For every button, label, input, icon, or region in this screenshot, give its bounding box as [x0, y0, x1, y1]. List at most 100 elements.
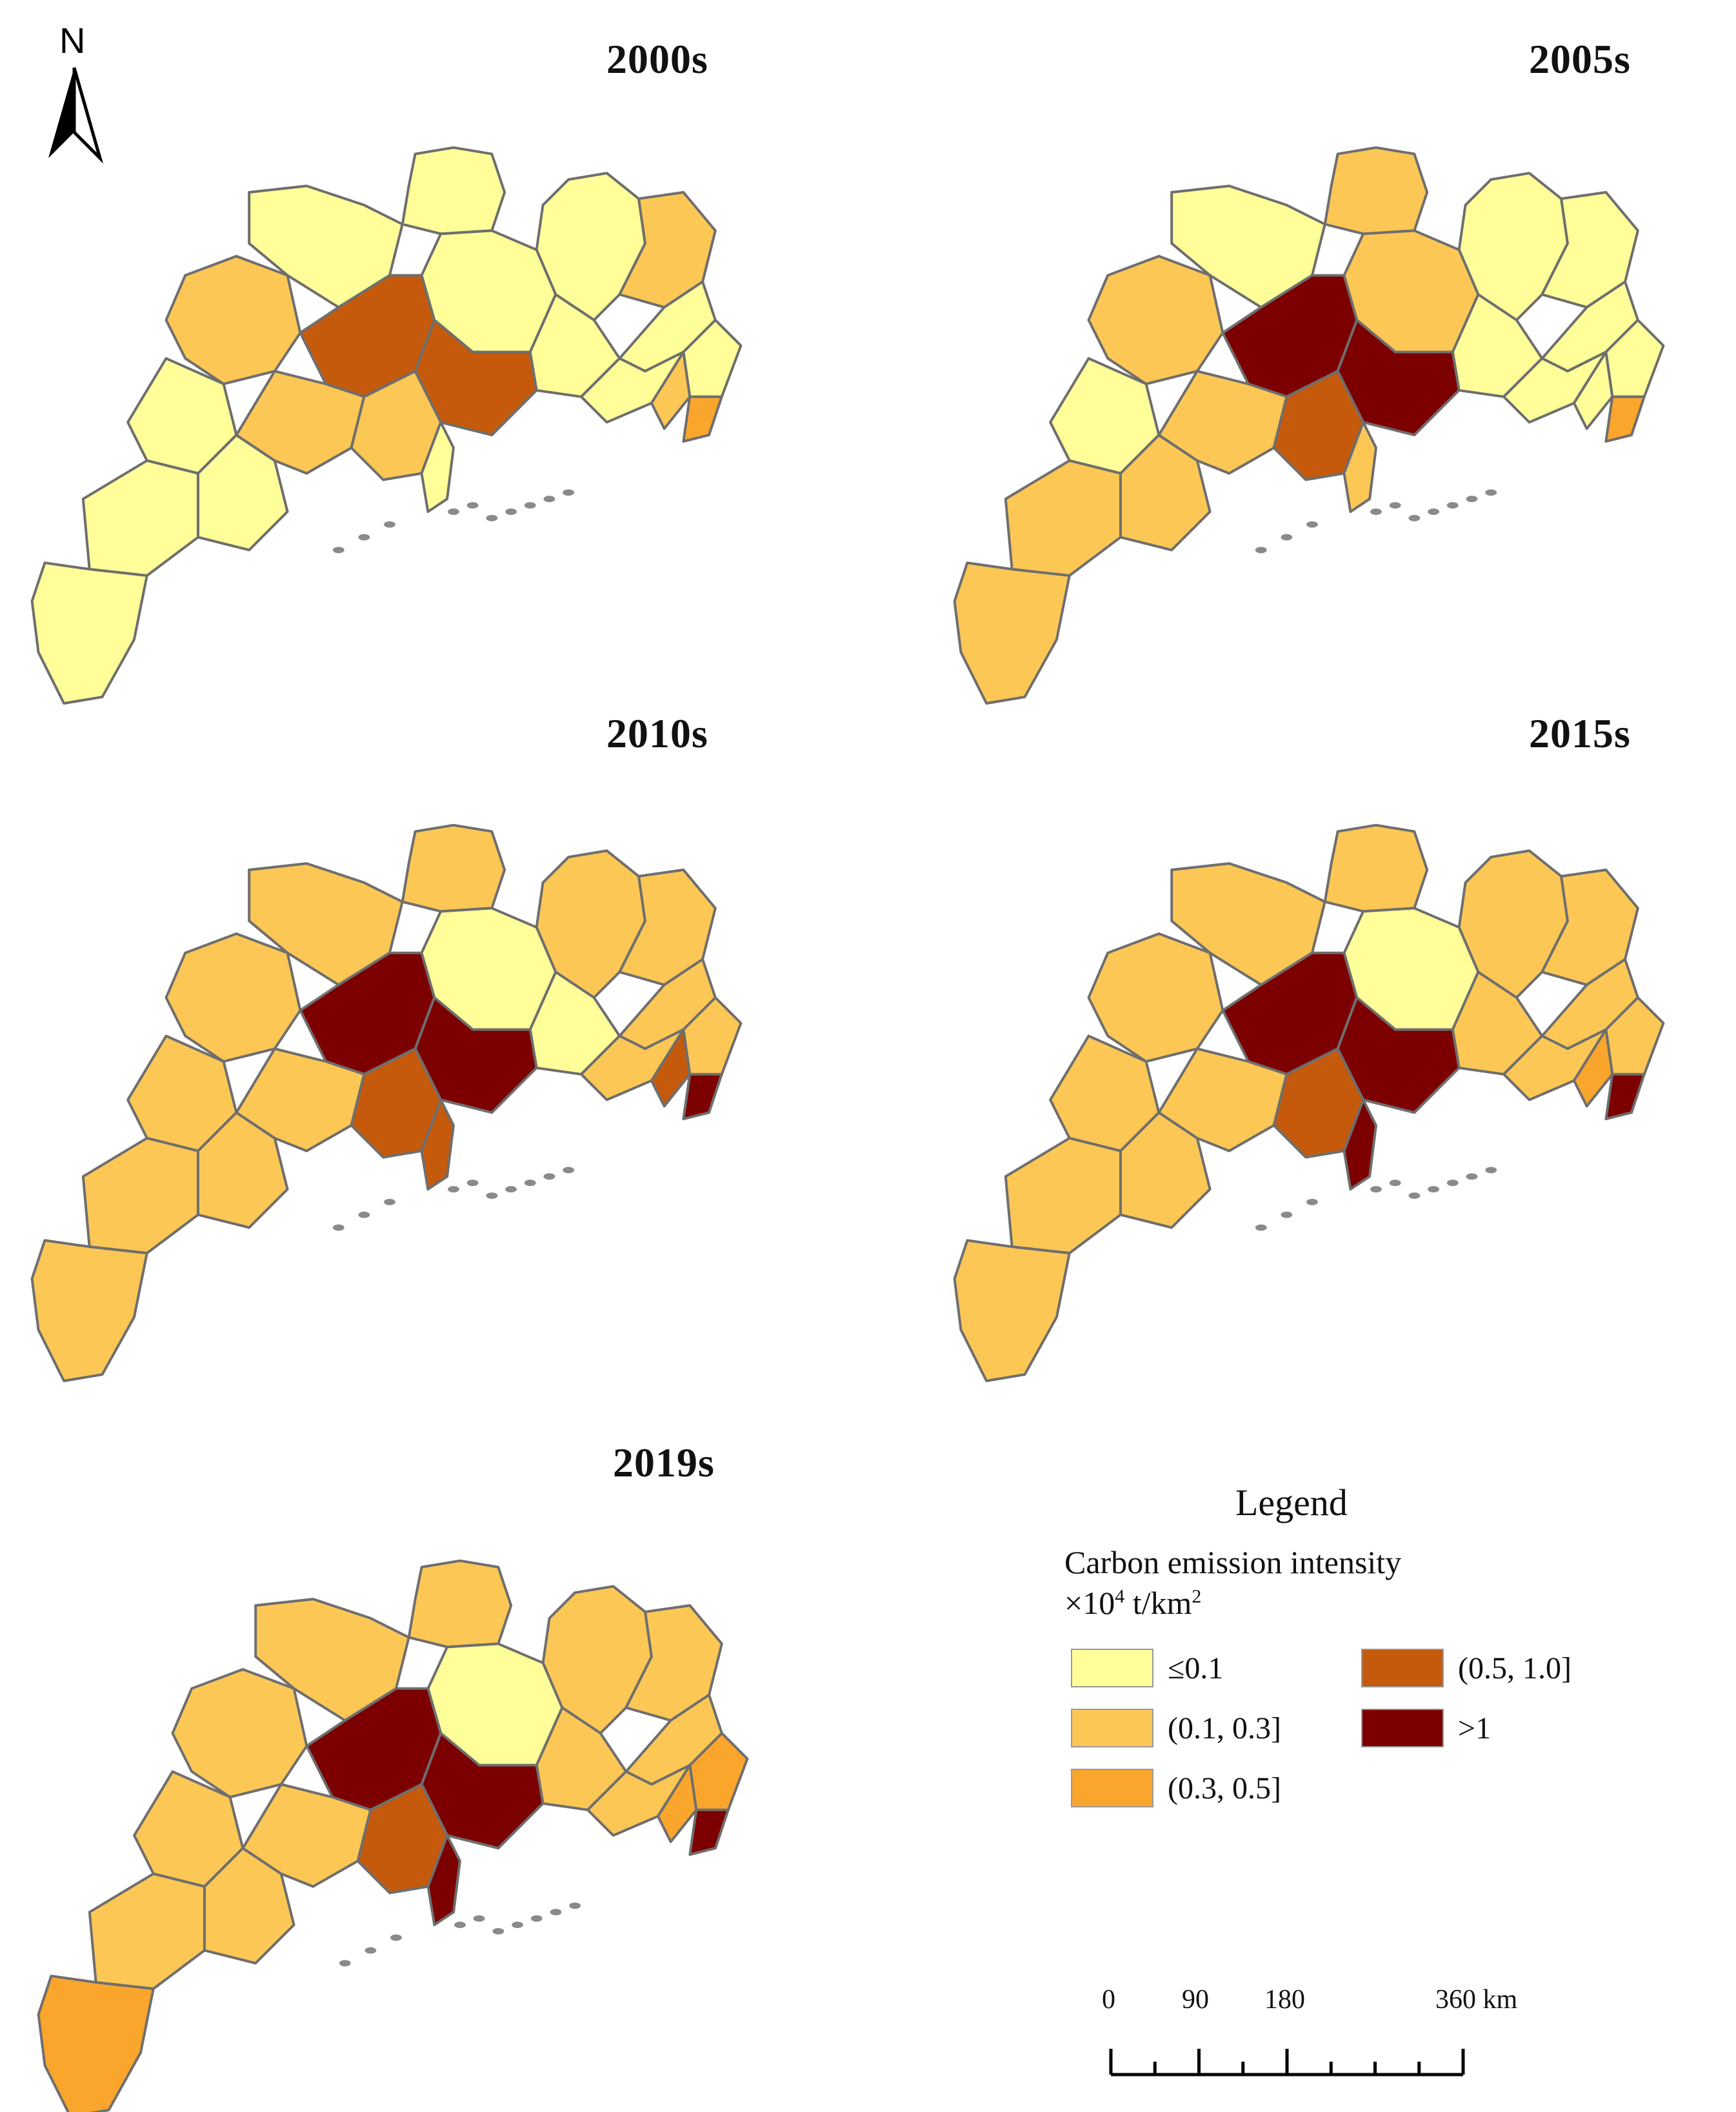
island-mark — [1408, 1192, 1421, 1199]
legend-unit-area-exponent: 2 — [1192, 1585, 1202, 1607]
prefecture-region — [535, 172, 646, 321]
island-mark — [358, 534, 370, 541]
legend-unit-prefix: ×10 — [1064, 1584, 1115, 1621]
prefecture-region — [1342, 421, 1377, 513]
prefecture-region — [1157, 1047, 1288, 1152]
island-mark — [543, 1173, 555, 1180]
legend-subtitle: Carbon emission intensity ×104 t/km2 — [1064, 1542, 1401, 1623]
island-mark — [486, 1192, 498, 1199]
island-mark — [569, 1902, 581, 1909]
island-mark — [448, 508, 459, 515]
island-mark — [1370, 1186, 1382, 1192]
legend-title: Legend — [1235, 1482, 1348, 1524]
map-panel-2000s — [30, 146, 743, 705]
island-mark — [1281, 1211, 1293, 1218]
island-mark — [1255, 547, 1267, 554]
island-mark — [524, 502, 536, 509]
prefecture-region — [1457, 849, 1569, 999]
map-panel-2010s — [30, 823, 743, 1382]
prefecture-region — [414, 996, 538, 1114]
island-mark — [486, 514, 498, 521]
island-mark — [550, 1909, 562, 1916]
prefecture-region — [1323, 823, 1429, 913]
prefecture-region — [1157, 370, 1288, 475]
island-mark — [1466, 1173, 1478, 1180]
island-mark — [563, 1167, 575, 1174]
island-mark — [466, 1180, 479, 1187]
prefecture-region — [414, 319, 538, 437]
north-label: N — [59, 20, 86, 61]
prefecture-region — [407, 1559, 513, 1649]
prefecture-region — [171, 1668, 308, 1798]
scale-tick-360: 360 km — [1435, 1985, 1518, 2015]
legend-label: >1 — [1458, 1711, 1492, 1745]
island-mark — [364, 1947, 377, 1954]
scale-tick-90: 90 — [1182, 1985, 1209, 2015]
scale-tick-0: 0 — [1102, 1985, 1115, 2015]
island-mark — [563, 489, 575, 496]
prefecture-region — [682, 1072, 723, 1121]
prefecture-region — [1457, 172, 1569, 321]
prefecture-region — [953, 1239, 1071, 1382]
island-mark — [1408, 514, 1421, 521]
island-mark — [332, 1224, 344, 1231]
prefecture-region — [426, 1834, 461, 1926]
legend-swatch — [1071, 1649, 1153, 1687]
map-title-2015s: 2015s — [1529, 710, 1631, 756]
legend-item-c1: ≤0.1 — [1071, 1649, 1223, 1687]
island-mark — [339, 1960, 351, 1967]
legend-swatch — [1071, 1769, 1153, 1807]
island-mark — [1281, 534, 1293, 541]
prefecture-region — [1087, 255, 1224, 385]
legend-unit: t/km — [1124, 1584, 1192, 1621]
prefecture-region — [420, 421, 455, 513]
island-mark — [1389, 1180, 1401, 1187]
prefecture-region — [420, 1098, 455, 1191]
island-mark — [390, 1934, 402, 1941]
prefecture-region — [241, 1783, 372, 1888]
map-panel-2015s — [953, 823, 1665, 1382]
island-mark — [1446, 1180, 1459, 1187]
island-mark — [384, 1198, 395, 1205]
prefecture-region — [953, 561, 1071, 705]
prefecture-region — [1004, 1136, 1122, 1254]
prefecture-region — [688, 1808, 730, 1856]
scale-bar — [1109, 2049, 1465, 2077]
legend-swatch — [1361, 1649, 1444, 1687]
legend-item-c3: (0.3, 0.5] — [1071, 1769, 1281, 1807]
prefecture-region — [1323, 146, 1429, 236]
map-panel-2005s — [953, 146, 1665, 705]
island-mark — [492, 1927, 504, 1935]
prefecture-region — [1336, 996, 1461, 1114]
prefecture-region — [30, 1239, 148, 1382]
scale-tick-180: 180 — [1264, 1985, 1305, 2015]
prefecture-region — [1342, 1098, 1377, 1191]
map-title-2019s: 2019s — [613, 1440, 715, 1485]
legend-label: ≤0.1 — [1168, 1651, 1224, 1685]
prefecture-region — [535, 849, 646, 999]
prefecture-region — [1336, 319, 1461, 437]
island-mark — [1306, 1198, 1318, 1205]
island-mark — [1428, 508, 1440, 515]
island-mark — [1466, 496, 1478, 503]
legend-label: (0.3, 0.5] — [1168, 1771, 1281, 1805]
legend-subtitle-line1: Carbon emission intensity — [1064, 1544, 1402, 1580]
prefecture-region — [88, 1872, 206, 1990]
legend-swatch — [1361, 1709, 1444, 1747]
prefecture-region — [1004, 459, 1122, 577]
island-mark — [332, 547, 344, 554]
prefecture-region — [165, 932, 302, 1063]
prefecture-region — [81, 459, 199, 577]
map-title-2010s: 2010s — [606, 710, 708, 756]
island-mark — [543, 496, 555, 503]
prefecture-region — [1604, 395, 1646, 443]
prefecture-region — [81, 1136, 199, 1254]
legend-unit-exponent: 4 — [1115, 1585, 1125, 1607]
island-mark — [524, 1180, 536, 1187]
legend-label: (0.5, 1.0] — [1458, 1651, 1571, 1685]
map-title-2000s: 2000s — [606, 36, 708, 82]
island-mark — [473, 1915, 485, 1922]
legend-item-c5: >1 — [1361, 1709, 1491, 1747]
prefecture-region — [37, 1975, 155, 2112]
prefecture-region — [541, 1585, 653, 1735]
